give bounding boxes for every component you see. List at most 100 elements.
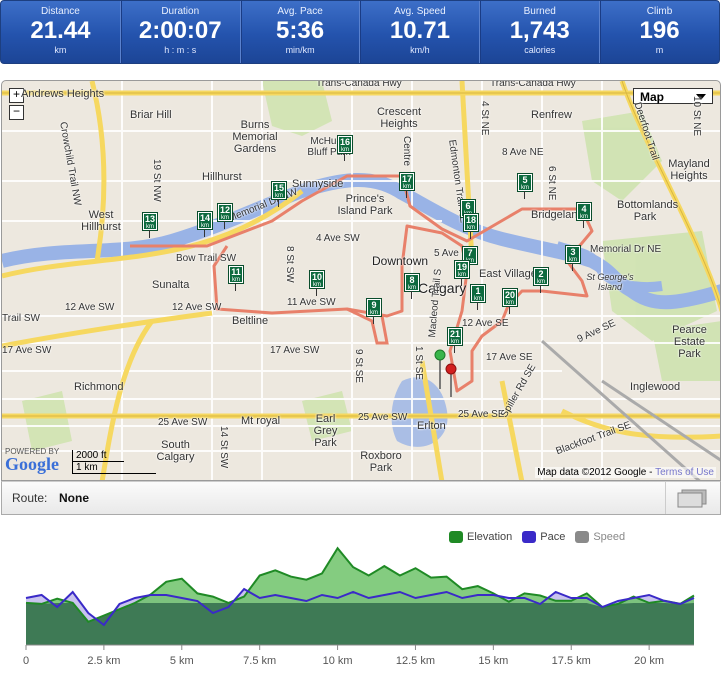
stat-label: Burned — [523, 6, 556, 17]
street-label: Memorial Dr NE — [590, 244, 662, 255]
map-label: South Calgary — [156, 439, 195, 463]
stat-unit: km/h — [410, 45, 430, 55]
street-label: Trans-Canada Hwy — [490, 80, 576, 89]
street-label: 9 St SE — [353, 349, 364, 383]
map-label: Sunnyside — [292, 178, 344, 190]
km-marker[interactable]: 11 km — [228, 265, 244, 291]
stacked-pages-icon — [677, 489, 707, 508]
legend-swatch — [575, 531, 590, 543]
street-label: Trail SW — [2, 313, 40, 324]
stat-unit: min/km — [285, 45, 315, 55]
km-marker[interactable]: 16 km — [337, 135, 353, 161]
legend-swatch — [522, 531, 537, 543]
km-marker[interactable]: 18 km — [463, 213, 479, 239]
map-canvas — [2, 81, 720, 480]
stat-label: Climb — [646, 6, 673, 17]
x-tick-label: 15 km — [478, 655, 508, 667]
legend-swatch — [449, 531, 463, 543]
map-label: Prince's Island Park — [337, 193, 393, 217]
km-marker[interactable]: 13 km — [142, 212, 158, 238]
stat-label: Avg. Pace — [277, 6, 323, 17]
street-label: 1 St SE — [413, 346, 424, 380]
x-tick-label: 17.5 km — [552, 655, 591, 667]
street-label: 4 Ave SW — [316, 233, 360, 244]
street-label: 11 Ave SW — [287, 297, 336, 308]
km-marker[interactable]: 21 km — [447, 327, 463, 353]
map-scale: 2000 ft 1 km — [72, 450, 156, 474]
street-label: 8 St SW — [284, 246, 295, 283]
stat-label: Avg. Speed — [394, 6, 446, 17]
km-marker[interactable]: 5 km — [517, 173, 533, 199]
terms-of-use-link[interactable]: Terms of Use — [655, 467, 714, 478]
start-end-pins — [434, 349, 457, 397]
speed-area — [26, 603, 694, 645]
stat-value: 196 — [639, 17, 680, 44]
street-label: 17 Ave SE — [486, 352, 533, 363]
street-label: 14 St SW — [218, 426, 229, 469]
elevation-pace-chart: 0 2.5 km 5 km 7.5 km 10 km 12.5 km 15 km 17.5 k… — [23, 546, 695, 667]
stat-unit: m — [655, 45, 664, 55]
map-label: Downtown — [372, 254, 429, 268]
stat-avg-speed: Avg. Speed 10.71 km/h — [360, 1, 481, 63]
stats-bar: Distance 21.44 km Duration 2:00:07 h : m… — [0, 0, 720, 64]
map-label: Hillhurst — [202, 171, 242, 183]
stat-duration: Duration 2:00:07 h : m : s — [121, 1, 241, 63]
km-marker[interactable]: 2 km — [533, 267, 549, 293]
legend-label: Elevation — [467, 531, 513, 543]
map-label: Beltline — [232, 315, 269, 327]
stat-value: 10.71 — [389, 17, 450, 44]
map-label: Calgary — [418, 280, 467, 296]
map-label: West Hillhurst — [81, 209, 121, 233]
stat-climb: Climb 196 m — [600, 1, 719, 63]
stat-burned: Burned 1,743 calories — [480, 1, 601, 63]
map-label: Burns Memorial Gardens — [232, 119, 278, 155]
map-label: Briar Hill — [130, 109, 172, 121]
map-label: Bridgeland — [531, 209, 584, 221]
map-label: St George's Island — [586, 272, 634, 292]
km-marker[interactable]: 10 km — [309, 270, 325, 296]
km-marker[interactable]: 9 km — [366, 298, 382, 324]
map-type-select[interactable]: Map — [633, 88, 713, 104]
x-tick-label: 0 — [23, 655, 29, 667]
zoom-out-button[interactable]: − — [9, 105, 24, 120]
map-label: Richmond — [74, 381, 124, 393]
km-marker[interactable]: 12 km — [217, 203, 233, 229]
street-label: 10 St NE — [691, 96, 702, 137]
map-label: East Village — [479, 268, 537, 280]
street-label: 4 St NE — [479, 101, 490, 136]
km-marker[interactable]: 8 km — [404, 273, 420, 299]
km-marker[interactable]: 14 km — [197, 211, 213, 237]
street-label: 12 Ave SE — [462, 318, 509, 329]
legend-item[interactable]: Speed — [575, 531, 625, 543]
x-tick-label: 12.5 km — [396, 655, 435, 667]
route-map[interactable]: + − Map Andrews Heights Briar Hill Burns… — [1, 80, 721, 481]
map-label: Sunalta — [152, 279, 190, 291]
chart-legend: Elevation Pace Speed — [449, 531, 625, 543]
map-copyright: Map data ©2012 Google - Terms of Use — [535, 467, 716, 478]
route-options-button[interactable] — [665, 482, 720, 514]
x-tick-label: 5 km — [170, 655, 194, 667]
km-marker[interactable]: 4 km — [576, 202, 592, 228]
pace-line — [25, 587, 695, 627]
km-marker[interactable]: 20 km — [502, 288, 518, 314]
map-label: Crescent Heights — [376, 106, 422, 130]
elevation-line — [25, 546, 695, 624]
zoom-in-button[interactable]: + — [9, 88, 24, 103]
route-label: Route: — [12, 491, 48, 505]
km-marker[interactable]: 7 km — [462, 246, 478, 272]
route-value: None — [59, 491, 89, 505]
street-label: 12 Ave SW — [65, 302, 115, 313]
street-label: 19 St NW — [151, 159, 162, 202]
km-marker[interactable]: 1 km — [470, 284, 486, 310]
stat-value: 2:00:07 — [138, 17, 222, 44]
stat-value: 5:36 — [276, 17, 325, 44]
km-marker[interactable]: 3 km — [565, 245, 581, 271]
legend-item[interactable]: Elevation — [449, 531, 512, 543]
km-marker[interactable]: 17 km — [399, 172, 415, 198]
km-marker[interactable]: 15 km — [271, 181, 287, 207]
stat-distance: Distance 21.44 km — [1, 1, 121, 63]
map-type-value: Map — [640, 90, 664, 104]
km-marker[interactable]: 19 km — [454, 260, 470, 286]
street-label: 5 Ave — [434, 248, 459, 259]
legend-item[interactable]: Pace — [522, 531, 565, 543]
